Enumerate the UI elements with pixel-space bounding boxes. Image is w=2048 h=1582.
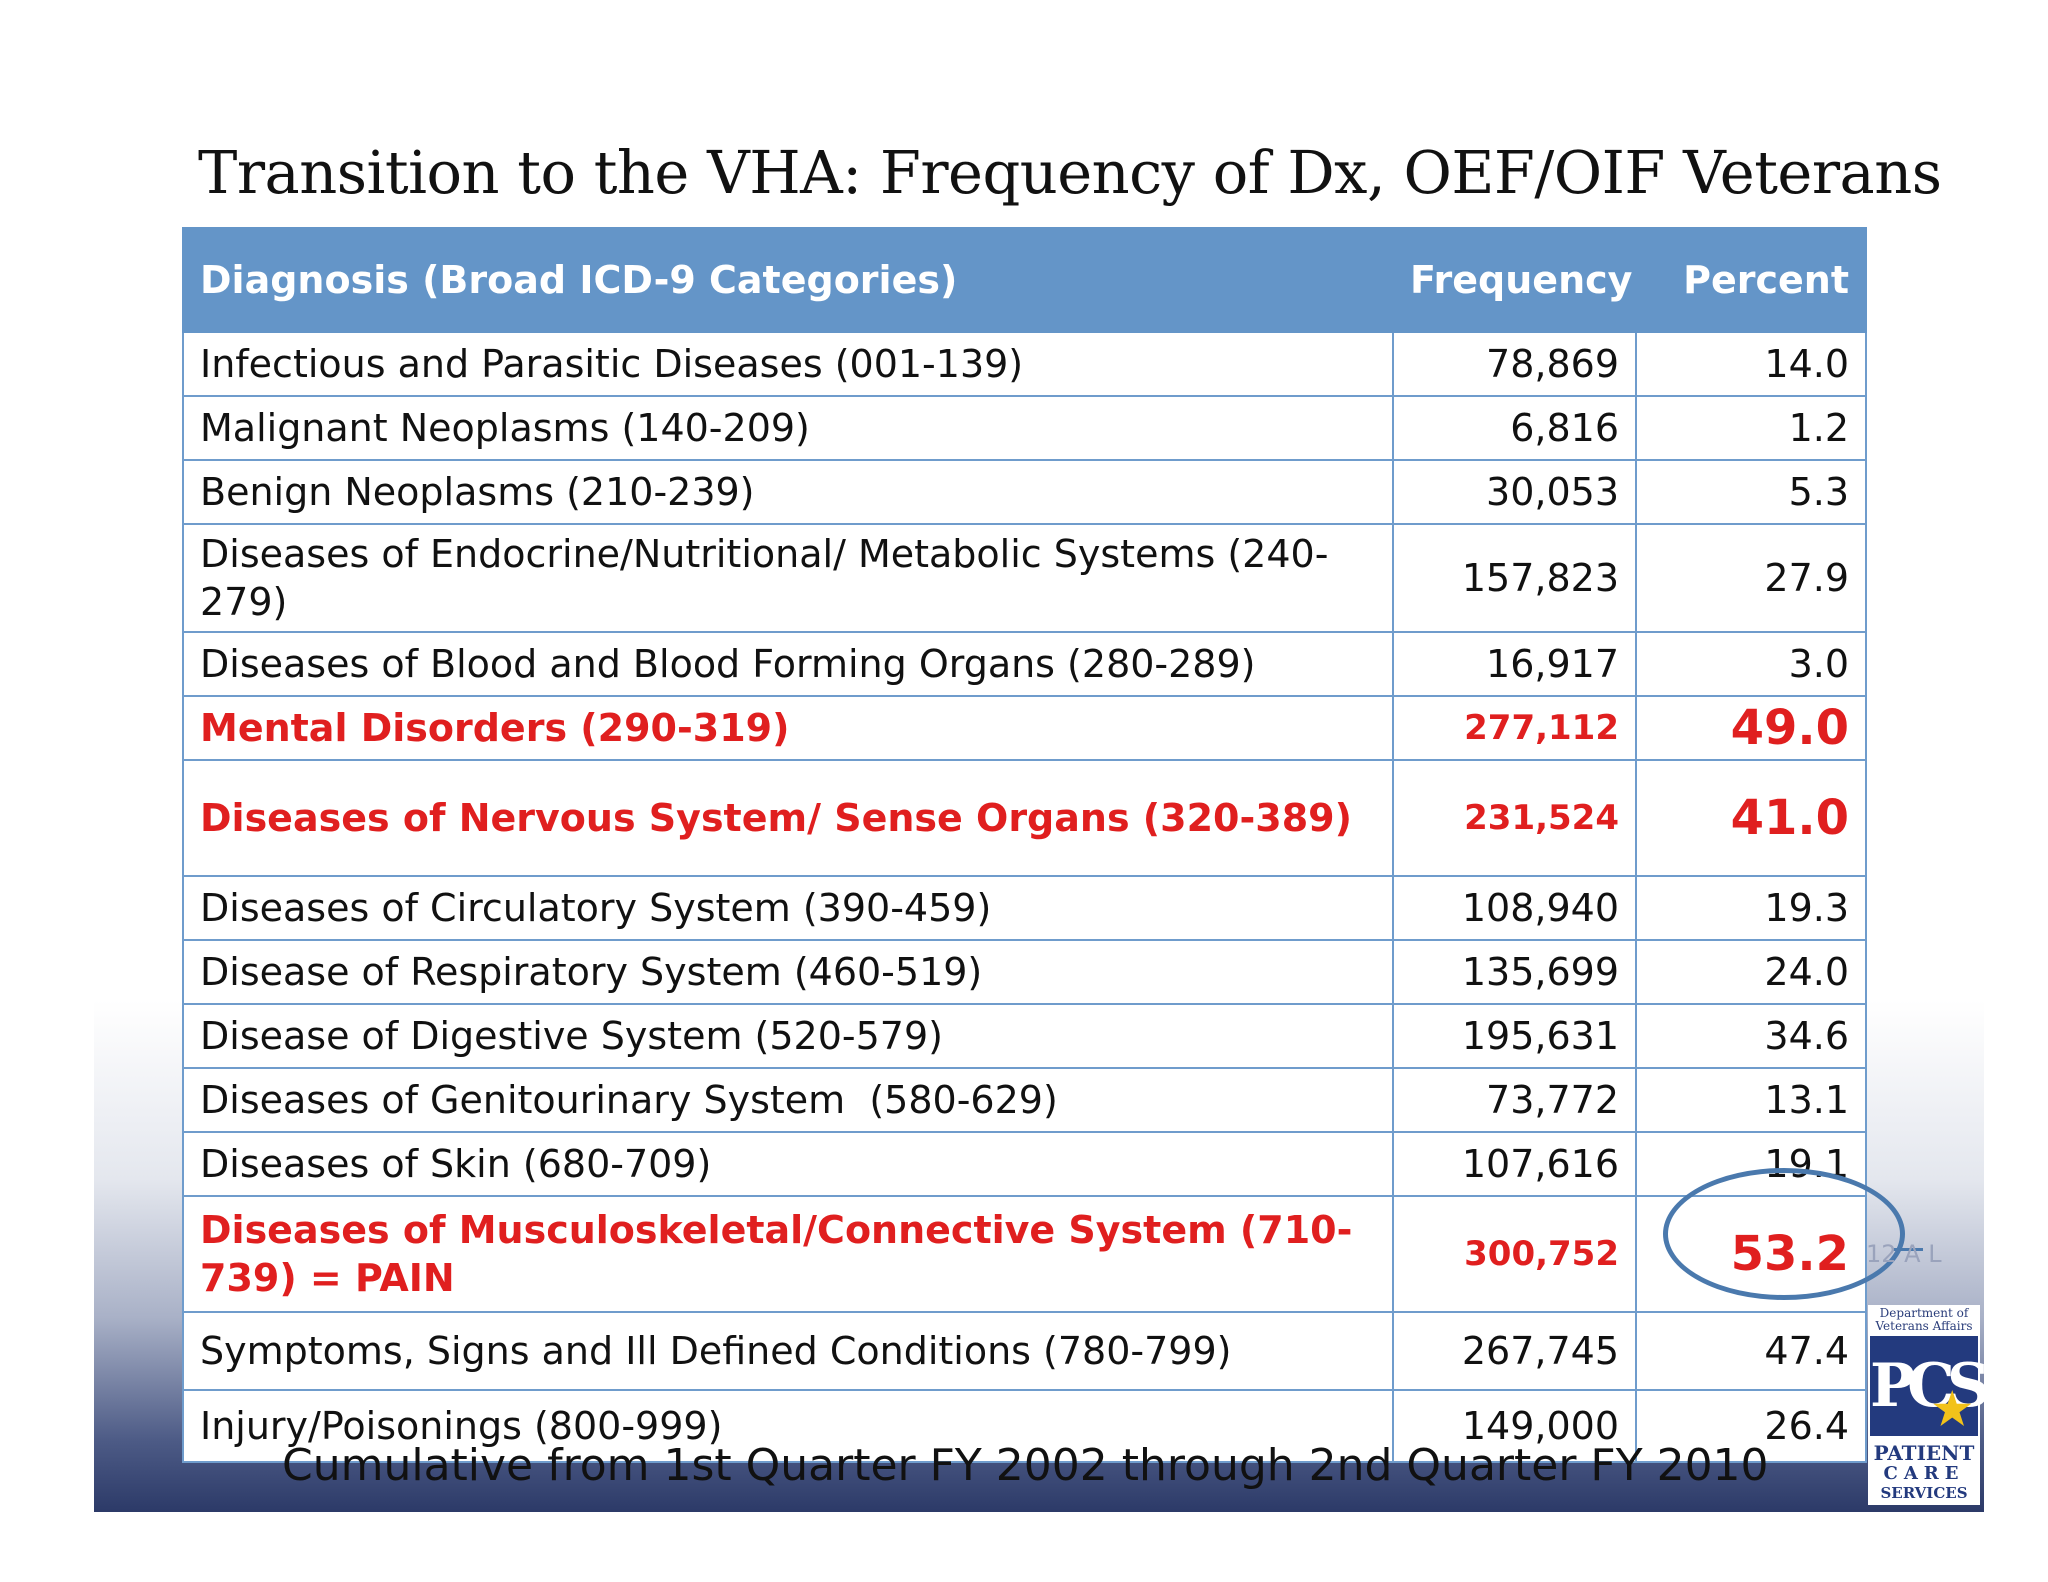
percent-cell: 26.4 <box>1635 1389 1867 1463</box>
frequency-cell: 135,699 <box>1392 939 1637 1005</box>
diagnosis-cell: Disease of Digestive System (520-579) <box>182 1003 1394 1069</box>
frequency-cell: 78,869 <box>1392 331 1637 397</box>
logo-line-care: CARE <box>1883 1463 1965 1484</box>
diagnosis-cell: Symptoms, Signs and Ill Defined Conditio… <box>182 1311 1394 1391</box>
diagnosis-cell: Diseases of Musculoskeletal/Connective S… <box>182 1195 1394 1313</box>
header-frequency: Frequency <box>1392 227 1637 333</box>
diagnosis-cell: Diseases of Endocrine/Nutritional/ Metab… <box>182 523 1394 633</box>
percent-cell: 5.3 <box>1635 459 1867 525</box>
diagnosis-cell: Infectious and Parasitic Diseases (001-1… <box>182 331 1394 397</box>
frequency-cell: 277,112 <box>1392 695 1637 761</box>
frequency-cell: 149,000 <box>1392 1389 1637 1463</box>
table-row: Symptoms, Signs and Ill Defined Conditio… <box>182 1311 1867 1391</box>
diagnosis-cell: Disease of Respiratory System (460-519) <box>182 939 1394 1005</box>
frequency-cell: 108,940 <box>1392 875 1637 941</box>
table-row: Diseases of Skin (680-709) 107,616 19.1 <box>182 1131 1867 1197</box>
diagnosis-cell: Benign Neoplasms (210-239) <box>182 459 1394 525</box>
frequency-cell: 30,053 <box>1392 459 1637 525</box>
frequency-cell: 73,772 <box>1392 1067 1637 1133</box>
table-row: Disease of Respiratory System (460-519) … <box>182 939 1867 1005</box>
logo-department-text: Department of Veterans Affairs <box>1875 1306 1973 1333</box>
frequency-cell: 300,752 <box>1392 1195 1637 1313</box>
percent-cell: 14.0 <box>1635 331 1867 397</box>
frequency-cell: 195,631 <box>1392 1003 1637 1069</box>
table-row: Diseases of Circulatory System (390-459)… <box>182 875 1867 941</box>
frequency-cell: 231,524 <box>1392 759 1637 877</box>
frequency-cell: 16,917 <box>1392 631 1637 697</box>
header-diagnosis: Diagnosis (Broad ICD-9 Categories) <box>182 227 1394 333</box>
diagnosis-cell: Injury/Poisonings (800-999) <box>182 1389 1394 1463</box>
percent-cell: 47.4 <box>1635 1311 1867 1391</box>
table-row: Diseases of Endocrine/Nutritional/ Metab… <box>182 523 1867 633</box>
footer-note: Cumulative from 1st Quarter FY 2002 thro… <box>282 1440 1769 1491</box>
diagnosis-cell: Diseases of Circulatory System (390-459) <box>182 875 1394 941</box>
frequency-cell: 267,745 <box>1392 1311 1637 1391</box>
highlight-circle-tick <box>1893 1248 1923 1251</box>
table-row: Diseases of Blood and Blood Forming Orga… <box>182 631 1867 697</box>
frequency-cell: 157,823 <box>1392 523 1637 633</box>
logo-line-patient: PATIENT <box>1873 1441 1975 1465</box>
table-row-highlighted: Mental Disorders (290-319) 277,112 49.0 <box>182 695 1867 761</box>
table-row: Diseases of Genitourinary System (580-62… <box>182 1067 1867 1133</box>
diagnosis-cell: Mental Disorders (290-319) <box>182 695 1394 761</box>
table-row-highlighted: Diseases of Nervous System/ Sense Organs… <box>182 759 1867 877</box>
frequency-cell: 107,616 <box>1392 1131 1637 1197</box>
table-row-highlighted: Diseases of Musculoskeletal/Connective S… <box>182 1195 1867 1313</box>
table-row: Benign Neoplasms (210-239) 30,053 5.3 <box>182 459 1867 525</box>
logo-mark-letters: PCS <box>1870 1351 1990 1421</box>
logo-mark: PCS ★ <box>1870 1336 1990 1436</box>
percent-cell: 27.9 <box>1635 523 1867 633</box>
table-header-row: Diagnosis (Broad ICD-9 Categories) Frequ… <box>182 227 1867 333</box>
table-row: Disease of Digestive System (520-579) 19… <box>182 1003 1867 1069</box>
diagnosis-cell: Diseases of Genitourinary System (580-62… <box>182 1067 1394 1133</box>
diagnosis-cell: Diseases of Skin (680-709) <box>182 1131 1394 1197</box>
percent-cell: 13.1 <box>1635 1067 1867 1133</box>
highlight-circle <box>1663 1168 1905 1300</box>
percent-cell: 1.2 <box>1635 395 1867 461</box>
percent-cell: 24.0 <box>1635 939 1867 1005</box>
percent-cell: 49.0 <box>1635 695 1867 761</box>
header-percent: Percent <box>1635 227 1867 333</box>
table-row: Injury/Poisonings (800-999) 149,000 26.4 <box>182 1389 1867 1463</box>
table-row: Malignant Neoplasms (140-209) 6,816 1.2 <box>182 395 1867 461</box>
logo-line-services: SERVICES <box>1880 1484 1968 1502</box>
percent-cell: 34.6 <box>1635 1003 1867 1069</box>
percent-cell: 19.3 <box>1635 875 1867 941</box>
diagnosis-frequency-table: Diagnosis (Broad ICD-9 Categories) Frequ… <box>182 227 1867 1463</box>
diagnosis-cell: Diseases of Blood and Blood Forming Orga… <box>182 631 1394 697</box>
diagnosis-cell: Diseases of Nervous System/ Sense Organs… <box>182 759 1394 877</box>
frequency-cell: 6,816 <box>1392 395 1637 461</box>
diagnosis-cell: Malignant Neoplasms (140-209) <box>182 395 1394 461</box>
slide-title: Transition to the VHA: Frequency of Dx, … <box>198 138 1942 207</box>
star-icon: ★ <box>1932 1384 1972 1435</box>
percent-cell: 3.0 <box>1635 631 1867 697</box>
patient-care-services-logo: Department of Veterans Affairs PCS ★ PAT… <box>1868 1305 1990 1505</box>
table-row: Infectious and Parasitic Diseases (001-1… <box>182 331 1867 397</box>
percent-cell: 41.0 <box>1635 759 1867 877</box>
edge-text: 12 A L <box>1866 1240 1942 1268</box>
